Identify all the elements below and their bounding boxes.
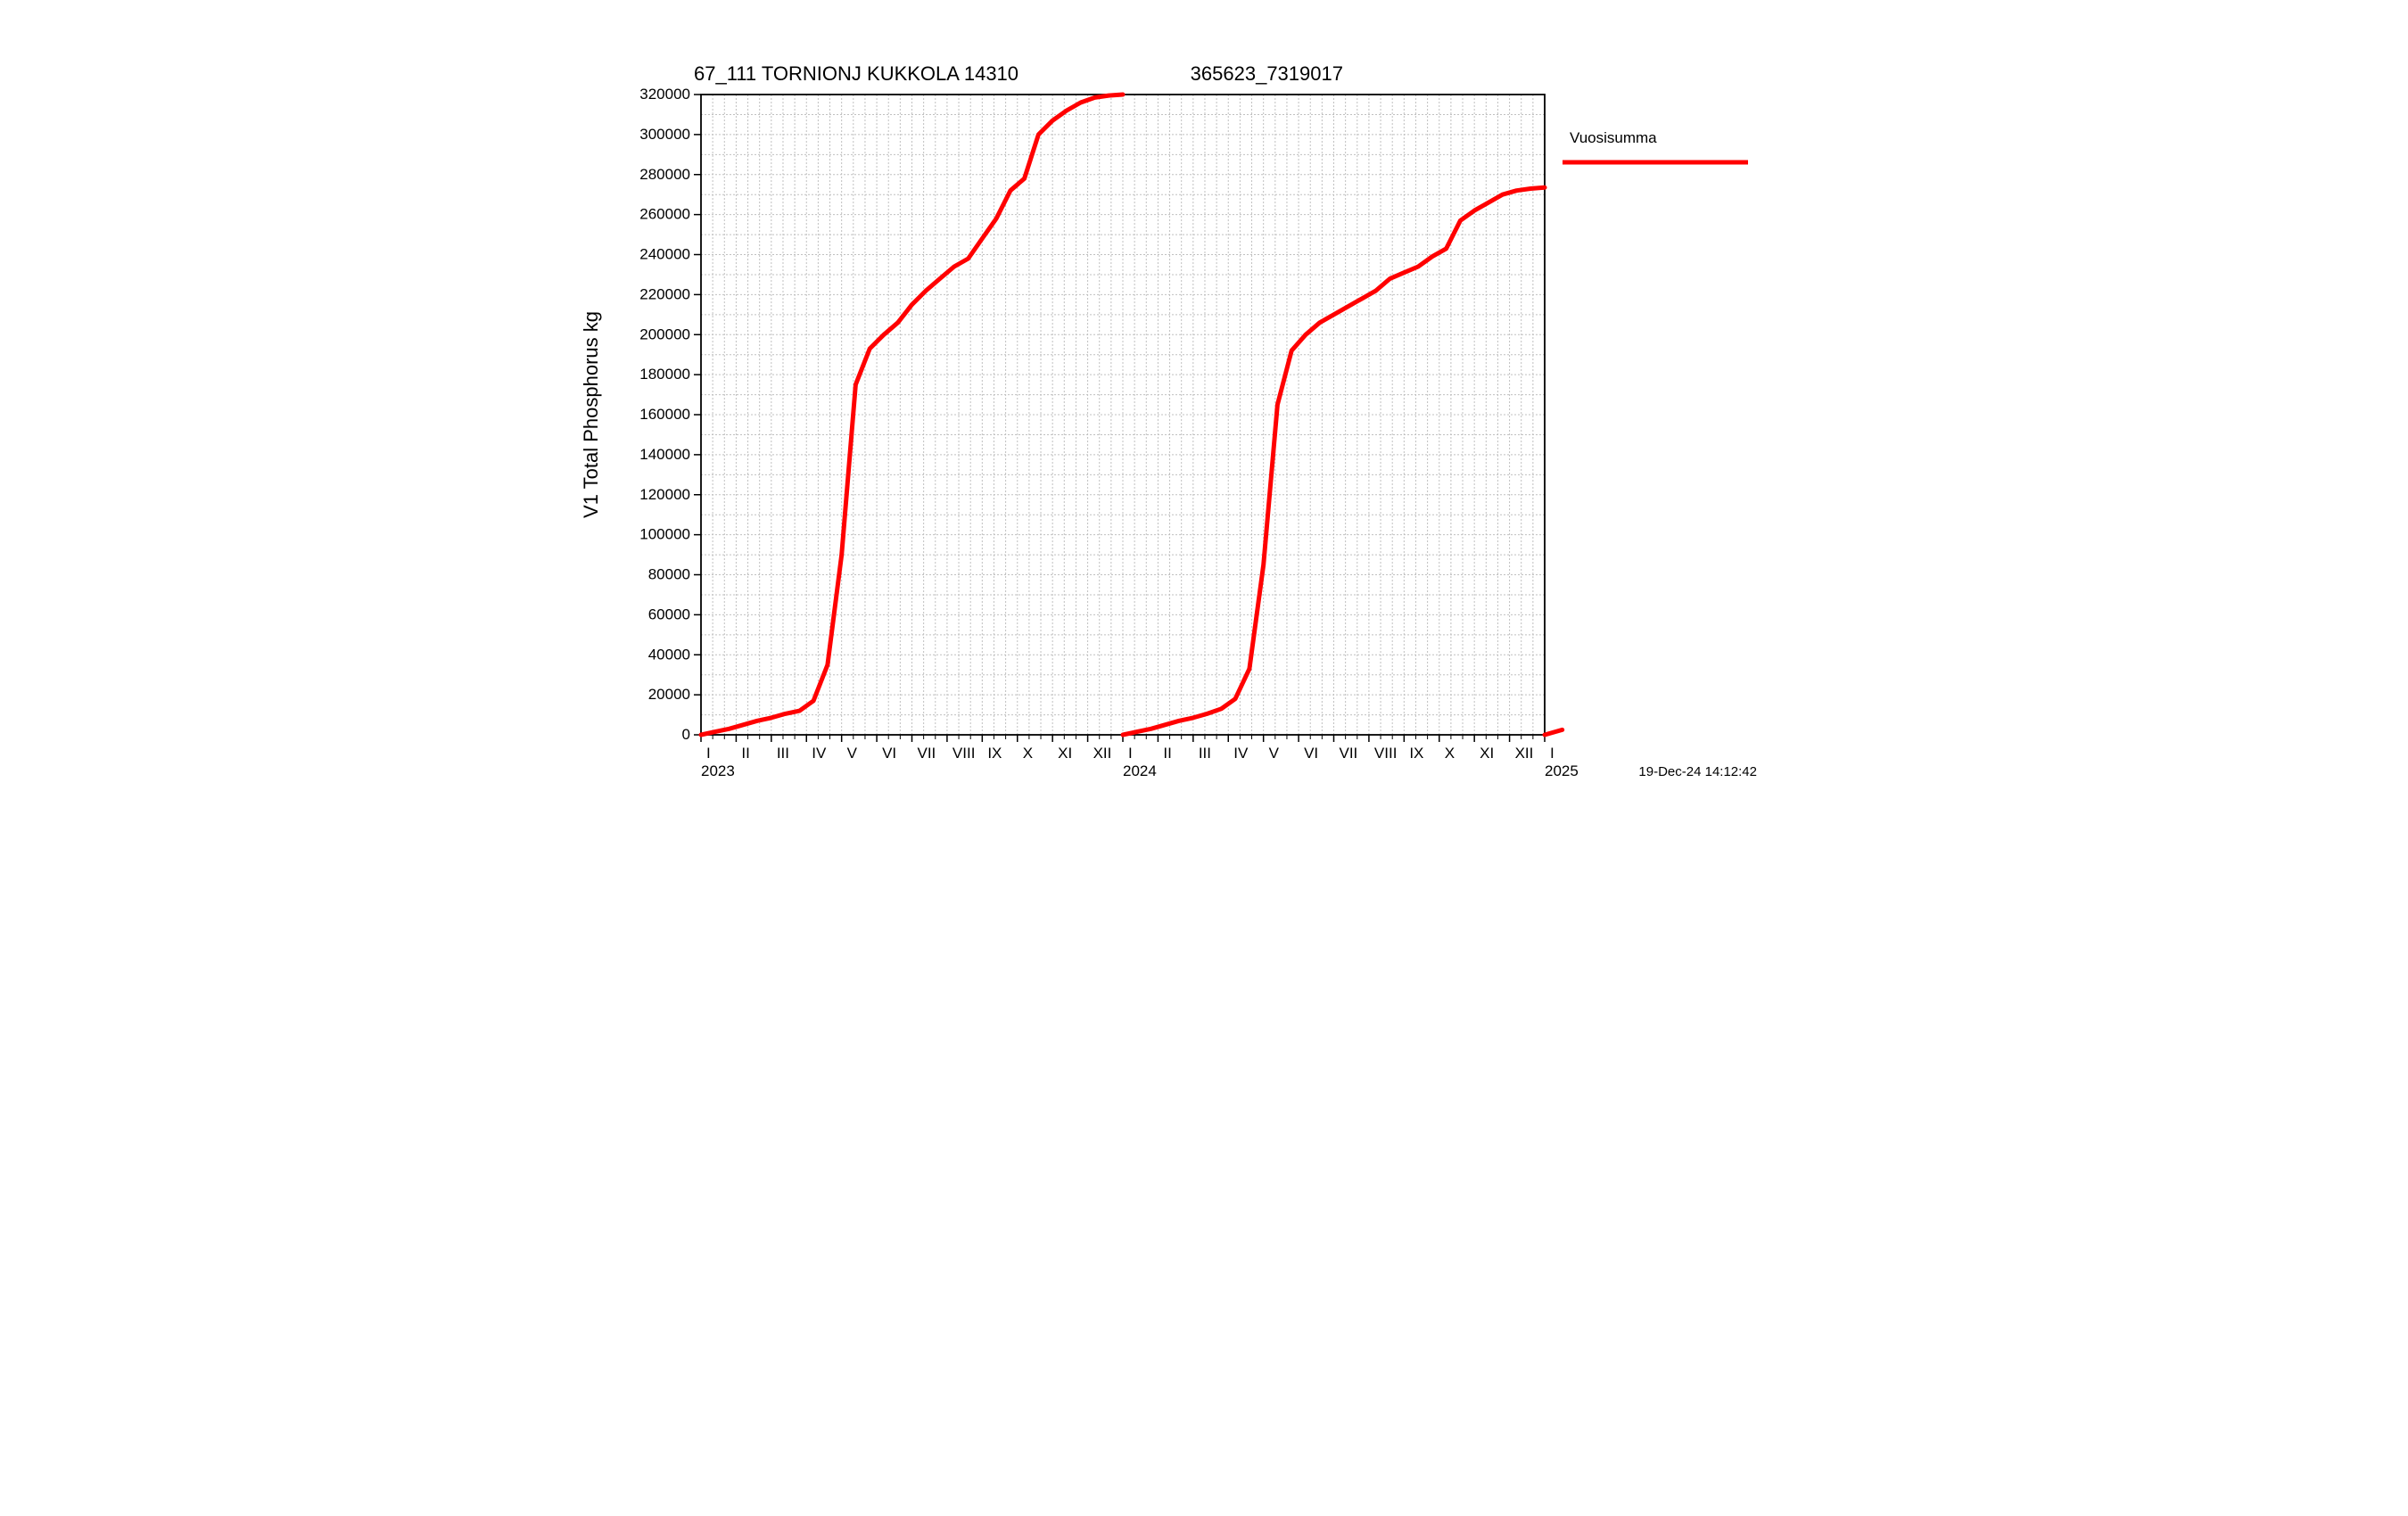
- x-month-label: VIII: [1374, 745, 1398, 762]
- legend-label: Vuosisumma: [1570, 129, 1657, 146]
- x-month-label: II: [741, 745, 749, 762]
- y-tick-label: 120000: [639, 486, 690, 503]
- y-axis-label: V1 Total Phosphorus kg: [580, 311, 602, 518]
- x-year-label: 2023: [701, 762, 735, 779]
- chart-title-right: 365623_7319017: [1191, 62, 1343, 85]
- phosphorus-chart: 67_111 TORNIONJ KUKKOLA 14310 365623_7319…: [562, 0, 1846, 809]
- x-month-label: VIII: [952, 745, 976, 762]
- x-month-label: VI: [1304, 745, 1318, 762]
- x-month-label: X: [1023, 745, 1033, 762]
- x-month-label: VI: [882, 745, 896, 762]
- x-year-label: 2024: [1123, 762, 1157, 779]
- x-month-label: I: [1550, 745, 1554, 762]
- x-month-label: IV: [1233, 745, 1249, 762]
- y-tick-label: 280000: [639, 166, 690, 183]
- x-month-label: III: [1199, 745, 1211, 762]
- x-month-label: VII: [1340, 745, 1358, 762]
- x-month-label: XII: [1515, 745, 1534, 762]
- y-tick-label: 40000: [648, 646, 690, 663]
- y-tick-label: 320000: [639, 86, 690, 103]
- x-month-label: I: [1128, 745, 1133, 762]
- y-tick-label: 80000: [648, 566, 690, 583]
- x-month-label: IX: [987, 745, 1002, 762]
- chart-title-left: 67_111 TORNIONJ KUKKOLA 14310: [694, 62, 1018, 85]
- render-timestamp: 19-Dec-24 14:12:42: [1638, 764, 1757, 779]
- y-tick-label: 60000: [648, 606, 690, 622]
- x-month-label: VII: [918, 745, 936, 762]
- y-tick-label: 20000: [648, 686, 690, 703]
- x-month-label: IV: [812, 745, 827, 762]
- y-tick-label: 260000: [639, 206, 690, 223]
- series-line: [1545, 729, 1563, 735]
- x-month-label: IX: [1409, 745, 1423, 762]
- y-tick-label: 180000: [639, 366, 690, 383]
- x-month-label: II: [1163, 745, 1171, 762]
- y-tick-label: 160000: [639, 406, 690, 423]
- y-tick-label: 0: [682, 726, 690, 743]
- x-month-label: III: [777, 745, 789, 762]
- y-tick-label: 100000: [639, 526, 690, 543]
- x-year-label: 2025: [1545, 762, 1579, 779]
- y-tick-label: 140000: [639, 446, 690, 463]
- x-month-label: XII: [1093, 745, 1112, 762]
- y-tick-label: 200000: [639, 325, 690, 342]
- x-month-label: I: [706, 745, 711, 762]
- y-tick-label: 220000: [639, 285, 690, 302]
- x-month-label: XI: [1480, 745, 1494, 762]
- x-month-label: V: [1269, 745, 1280, 762]
- y-tick-label: 300000: [639, 126, 690, 143]
- x-month-label: XI: [1058, 745, 1072, 762]
- y-tick-label: 240000: [639, 246, 690, 263]
- x-month-label: X: [1445, 745, 1455, 762]
- x-month-label: V: [847, 745, 858, 762]
